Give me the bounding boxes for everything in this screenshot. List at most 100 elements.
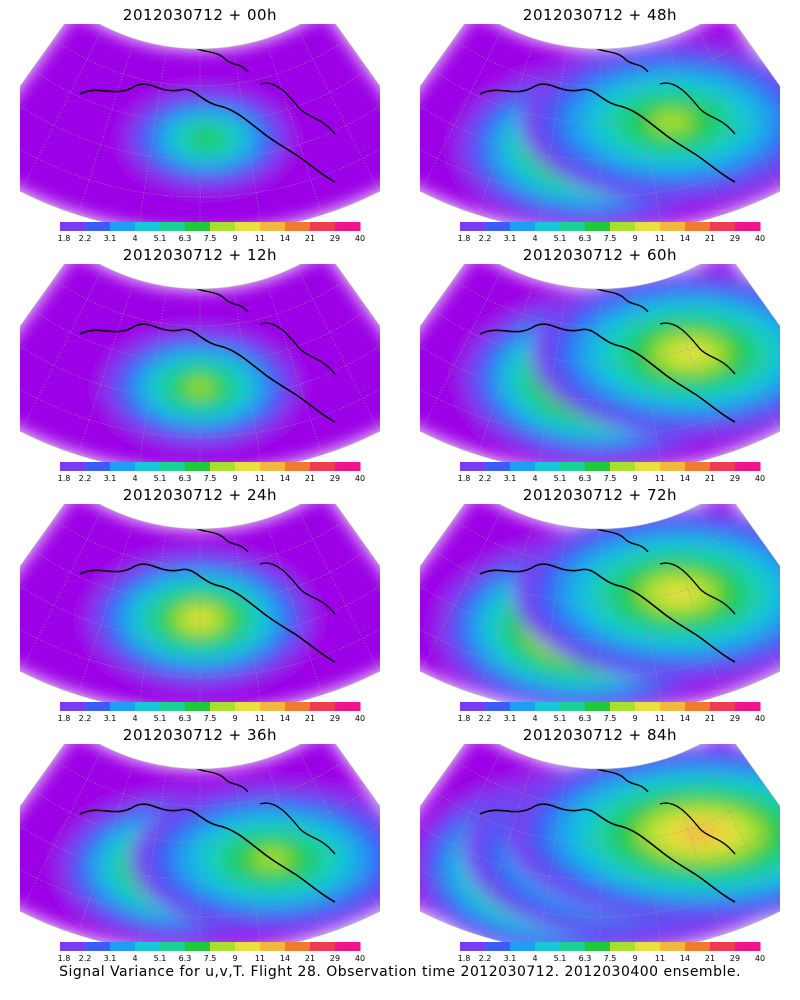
colorbar-segment xyxy=(535,462,561,471)
map-panel: 2012030712 + 72h 1.8 2.2 3.1 4 5.1 6.3 7.5 9 11 14… xyxy=(400,480,800,723)
colorbar-tick-label: 14 xyxy=(280,474,290,483)
variance-map xyxy=(420,24,780,224)
colorbar-segment xyxy=(660,702,686,711)
colorbar-segment xyxy=(335,702,361,711)
colorbar-tick-label: 21 xyxy=(305,234,315,243)
colorbar-segment xyxy=(610,462,636,471)
colorbar-segment xyxy=(585,462,611,471)
graticule xyxy=(420,26,780,224)
colorbar-tick-label: 1.8 xyxy=(458,954,471,963)
colorbar-tick-label: 11 xyxy=(255,234,265,243)
colorbar-tick-label: 29 xyxy=(330,234,340,243)
variance-map xyxy=(20,504,380,704)
colorbar-segment xyxy=(510,222,536,231)
colorbar-tick-label: 7.5 xyxy=(204,954,217,963)
coastline xyxy=(479,323,736,423)
colorbar-tick-label: 11 xyxy=(255,954,265,963)
colorbar-tick-label: 4 xyxy=(532,714,537,723)
colorbar: 1.8 2.2 3.1 4 5.1 6.3 7.5 9 11 14 21 29 40 xyxy=(58,702,365,723)
colorbar-tick-label: 6.3 xyxy=(579,474,592,483)
colorbar-segment xyxy=(110,222,136,231)
colorbar-segment xyxy=(135,942,161,951)
colorbar-segment xyxy=(585,222,611,231)
colorbar-segment xyxy=(560,942,586,951)
colorbar-tick-label: 29 xyxy=(330,954,340,963)
panel-grid: 2012030712 + 00h 1.8 2.2 3.1 4 5.1 6.3 7.5 9 11 14… xyxy=(0,6,800,963)
colorbar-segment xyxy=(735,222,761,231)
colorbar-tick-label: 1.8 xyxy=(458,714,471,723)
colorbar-tick-label: 7.5 xyxy=(604,234,617,243)
panel-title: 2012030712 + 84h xyxy=(522,726,678,744)
colorbar-tick-label: 4 xyxy=(132,474,137,483)
colorbar-segment xyxy=(485,462,511,471)
colorbar-tick-label: 6.3 xyxy=(579,954,592,963)
colorbar-segment xyxy=(260,222,286,231)
graticule xyxy=(20,506,380,704)
colorbar-tick-label: 11 xyxy=(255,474,265,483)
colorbar-tick-label: 4 xyxy=(532,234,537,243)
map-panel: 2012030712 + 36h 1.8 2.2 3.1 4 5.1 6.3 7.5 9 11 14… xyxy=(0,720,400,963)
colorbar-segment xyxy=(335,942,361,951)
colorbar-tick-label: 40 xyxy=(355,234,365,243)
colorbar-tick-label: 40 xyxy=(355,954,365,963)
coastline xyxy=(589,523,736,615)
colorbar-tick-label: 2.2 xyxy=(79,714,92,723)
colorbar-tick-label: 40 xyxy=(355,714,365,723)
colorbar-segment xyxy=(210,222,236,231)
colorbar-segment xyxy=(635,942,661,951)
colorbar-segment xyxy=(185,702,211,711)
colorbar-tick-label: 14 xyxy=(680,234,690,243)
colorbar-segment xyxy=(310,462,336,471)
colorbar-segment xyxy=(285,702,311,711)
colorbar-tick-label: 11 xyxy=(655,474,665,483)
colorbar-segment xyxy=(710,702,736,711)
map-outline xyxy=(420,744,780,944)
colorbar-tick-label: 3.1 xyxy=(104,474,117,483)
colorbar-tick-label: 4 xyxy=(532,954,537,963)
colorbar-segment xyxy=(710,462,736,471)
colorbar-tick-label: 9 xyxy=(632,234,637,243)
colorbar-tick-label: 40 xyxy=(355,474,365,483)
colorbar-segment xyxy=(710,942,736,951)
coastline xyxy=(189,43,336,135)
colorbar-segment xyxy=(660,462,686,471)
variance-map xyxy=(20,744,380,944)
colorbar-segment xyxy=(535,942,561,951)
colorbar-segment xyxy=(460,702,486,711)
colorbar-segment xyxy=(235,702,261,711)
colorbar-tick-label: 2.2 xyxy=(479,954,492,963)
coastline xyxy=(189,283,336,375)
colorbar-tick-label: 21 xyxy=(705,714,715,723)
colorbar: 1.8 2.2 3.1 4 5.1 6.3 7.5 9 11 14 21 29 40 xyxy=(58,942,365,963)
colorbar-tick-label: 4 xyxy=(532,474,537,483)
variance-field xyxy=(420,504,780,704)
colorbar-tick-label: 6.3 xyxy=(179,954,192,963)
colorbar-tick-label: 5.1 xyxy=(554,714,567,723)
colorbar-segment xyxy=(635,462,661,471)
colorbar-tick-label: 3.1 xyxy=(504,714,517,723)
colorbar-segment xyxy=(135,702,161,711)
colorbar-tick-label: 9 xyxy=(632,474,637,483)
colorbar-tick-label: 14 xyxy=(680,954,690,963)
map-panel: 2012030712 + 24h 1.8 2.2 3.1 4 5.1 6.3 7.5 9 11 14… xyxy=(0,480,400,723)
panel-title: 2012030712 + 36h xyxy=(122,726,278,744)
coastline xyxy=(479,83,736,183)
colorbar-tick-label: 5.1 xyxy=(154,954,167,963)
colorbar-tick-label: 1.8 xyxy=(458,234,471,243)
colorbar-tick-label: 3.1 xyxy=(504,234,517,243)
colorbar-tick-label: 4 xyxy=(132,954,137,963)
colorbar-tick-label: 6.3 xyxy=(579,714,592,723)
colorbar-tick-label: 3.1 xyxy=(104,234,117,243)
colorbar-tick-label: 40 xyxy=(755,954,765,963)
figure-caption: Signal Variance for u,v,T. Flight 28. Ob… xyxy=(59,964,741,980)
colorbar-segment xyxy=(210,942,236,951)
graticule xyxy=(20,746,380,944)
colorbar-tick-label: 6.3 xyxy=(179,714,192,723)
colorbar-segment xyxy=(660,222,686,231)
colorbar-segment xyxy=(310,942,336,951)
colorbar-tick-label: 29 xyxy=(730,954,740,963)
variance-contour xyxy=(658,582,700,605)
colorbar-tick-label: 7.5 xyxy=(604,954,617,963)
colorbar-tick-label: 7.5 xyxy=(604,714,617,723)
colorbar-segment xyxy=(735,462,761,471)
